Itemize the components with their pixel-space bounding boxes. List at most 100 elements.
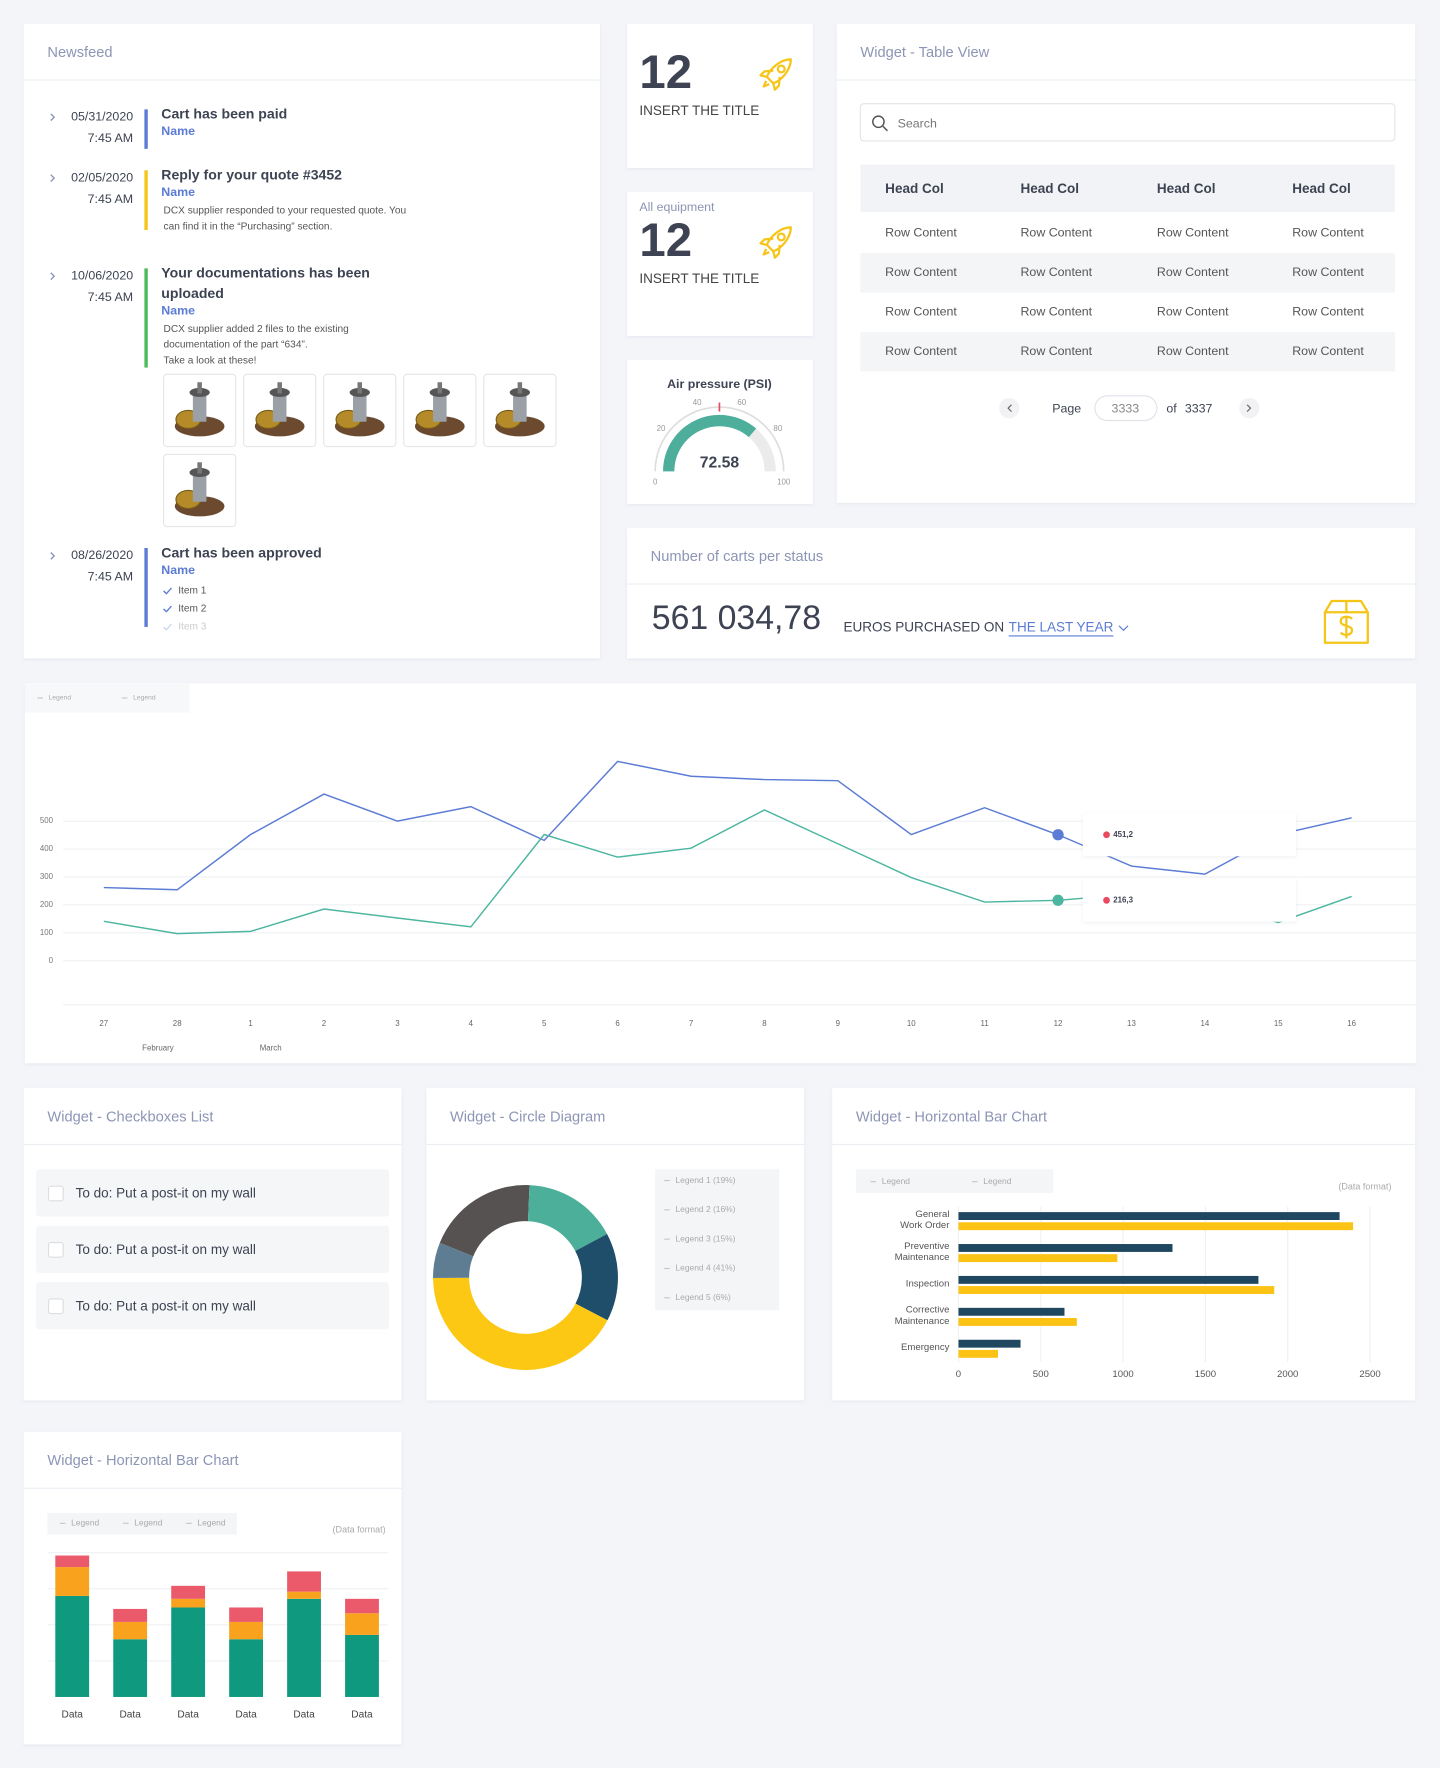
y-category-label: Work Order: [900, 1220, 950, 1231]
checkbox-row: [36, 1282, 390, 1330]
month-label: March: [260, 1044, 282, 1053]
legend-box: [655, 1169, 780, 1311]
donut-segment: [433, 1277, 608, 1370]
gauge-tick-label: 40: [693, 398, 702, 407]
checklist-item: Item 1: [178, 586, 207, 597]
x-tick-label: 2000: [1277, 1369, 1298, 1380]
tooltip: [1082, 878, 1296, 922]
card-title: Number of carts per status: [651, 549, 824, 565]
table-cell: Row Content: [1292, 265, 1364, 279]
y-category-label: Maintenance: [895, 1316, 950, 1327]
table-cell: Row Content: [885, 305, 957, 319]
donut-segment: [433, 1242, 474, 1278]
table-cell: Row Content: [1157, 265, 1229, 279]
bar-segment: [113, 1639, 148, 1697]
legend-label: Legend 3 (15%): [675, 1233, 735, 1243]
item-text: DCX supplier responded to your requested…: [164, 206, 407, 217]
item-text: Take a look at these!: [164, 355, 257, 366]
page-total: 3337: [1185, 402, 1213, 416]
page-input[interactable]: [1094, 395, 1158, 422]
table-row-stripe: [860, 253, 1395, 293]
next-arrow: [1246, 404, 1252, 412]
table-cell: Row Content: [1020, 226, 1092, 240]
kpi-value: 12: [639, 214, 692, 267]
carts-period[interactable]: THE LAST YEAR: [1009, 620, 1114, 635]
legend-label: Legend 4 (41%): [675, 1263, 735, 1273]
legend-label: Legend: [133, 695, 156, 702]
bar: [958, 1244, 1173, 1252]
checkbox[interactable]: [47, 1241, 64, 1258]
rocket-fins: [759, 69, 781, 91]
bar: [958, 1212, 1340, 1221]
x-tick-label: Data: [119, 1710, 141, 1721]
legend-label: Legend: [882, 1176, 910, 1186]
table-cell: Row Content: [885, 226, 957, 240]
y-tick-label: 0: [49, 956, 54, 965]
line-series: [103, 760, 1352, 891]
carts-amount: 561 034,78: [652, 599, 821, 637]
part-stem: [357, 382, 363, 394]
table-header-cell: Head Col: [1020, 181, 1079, 196]
card-title: Widget - Table View: [860, 45, 989, 61]
card-title: Widget - Checkboxes List: [47, 1109, 213, 1125]
checkbox[interactable]: [47, 1298, 64, 1315]
table-cell: Row Content: [885, 265, 957, 279]
x-tick-label: 27: [99, 1019, 108, 1028]
x-tick-label: 12: [1054, 1019, 1063, 1028]
table-row-stripe: [860, 332, 1395, 372]
checkbox-label: To do: Put a post-it on my wall: [76, 1298, 256, 1313]
status-bar: [144, 170, 148, 231]
table-cell: Row Content: [1020, 265, 1092, 279]
chevron: [50, 552, 56, 560]
table-header-cell: Head Col: [1157, 181, 1216, 196]
table-cell: Row Content: [1020, 344, 1092, 358]
check-icon: [163, 605, 172, 613]
bar-segment: [345, 1598, 379, 1614]
checkbox-label: To do: Put a post-it on my wall: [76, 1242, 256, 1257]
item-title: Cart has been paid: [161, 106, 287, 122]
bar: [958, 1339, 1021, 1348]
x-tick-label: 0: [956, 1369, 961, 1380]
gauge-tick-label: 60: [737, 398, 746, 407]
legend-box: [24, 683, 190, 713]
table-header: [860, 164, 1395, 212]
x-tick-label: 1500: [1195, 1369, 1216, 1380]
y-tick-label: 200: [40, 900, 54, 909]
y-category-label: Inspection: [906, 1278, 950, 1289]
item-title: Reply for your quote #3452: [161, 167, 342, 183]
chevron: [50, 272, 56, 281]
legend-label: Legend: [134, 1518, 162, 1528]
legend-label: Legend: [197, 1518, 225, 1528]
legend-box: [47, 1513, 237, 1535]
item-title: uploaded: [161, 285, 224, 301]
highlight-point: [1052, 829, 1064, 841]
part-stem: [277, 382, 282, 394]
search-box[interactable]: [859, 103, 1396, 142]
table-header-cell: Head Col: [885, 181, 944, 196]
x-tick-label: Data: [293, 1710, 315, 1721]
y-tick-label: 300: [40, 872, 54, 881]
bar-segment: [229, 1621, 264, 1640]
box-dollar: [1339, 615, 1354, 639]
y-tick-label: 500: [40, 816, 54, 825]
search-placeholder: Search: [898, 116, 937, 130]
bar: [958, 1349, 998, 1358]
y-category-label: Emergency: [901, 1342, 950, 1353]
data-format-note: (Data format): [1338, 1182, 1391, 1192]
prev-page[interactable]: [999, 398, 1020, 419]
next-page[interactable]: [1239, 398, 1260, 419]
x-tick-label: 8: [762, 1019, 767, 1028]
checkbox[interactable]: [47, 1185, 64, 1202]
y-tick-label: 400: [40, 844, 54, 853]
tooltip-dot: [1103, 831, 1110, 839]
thumbnail: [403, 373, 477, 448]
checklist-item: Item 2: [178, 604, 207, 615]
x-tick-label: 2: [322, 1019, 326, 1028]
bar-segment: [55, 1555, 90, 1568]
item-name: Name: [161, 185, 195, 199]
time: 7:45 AM: [88, 290, 133, 304]
status-bar: [144, 547, 148, 627]
x-tick-label: 14: [1200, 1019, 1209, 1028]
rocket-icon: [759, 226, 792, 259]
card: [626, 191, 814, 337]
